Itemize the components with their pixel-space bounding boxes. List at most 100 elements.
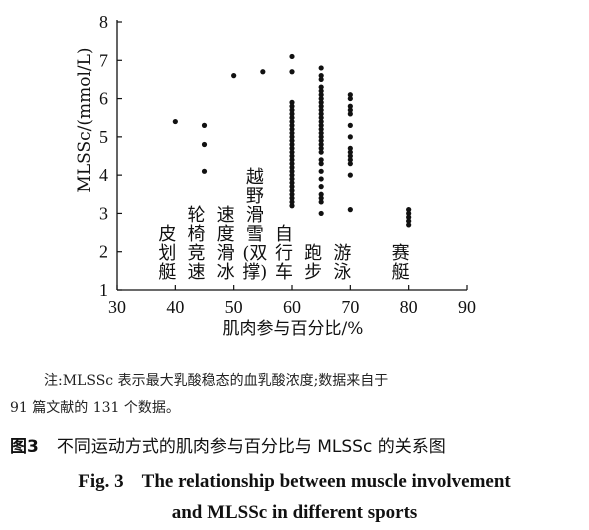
data-point — [347, 161, 353, 167]
caption-text-cn: 不同运动方式的肌肉参与百分比与 MLSSc 的关系图 — [56, 437, 446, 457]
data-point — [318, 99, 324, 105]
data-point — [318, 95, 324, 102]
data-point — [289, 199, 295, 205]
data-point — [318, 103, 324, 109]
caption-en-line-2: and MLSSc in different sports — [171, 502, 418, 523]
data-point — [172, 118, 178, 125]
data-point — [289, 164, 295, 171]
data-point — [318, 118, 324, 125]
data-point — [406, 214, 412, 220]
data-point — [318, 141, 324, 148]
data-point — [318, 76, 324, 83]
caption-en-line-1: Fig. 3 The relationship between muscle in… — [0, 466, 589, 497]
data-point — [347, 145, 353, 151]
x-tick-label: 60 — [283, 297, 301, 317]
data-point — [318, 130, 324, 136]
data-point — [231, 73, 237, 79]
data-point — [318, 210, 324, 217]
data-point — [289, 107, 295, 113]
figure-caption-en: Fig. 3 The relationship between muscle in… — [0, 466, 589, 528]
data-point — [318, 84, 324, 90]
y-tick-label: 3 — [99, 203, 108, 223]
sport-label-6: 游泳 — [333, 243, 351, 283]
data-point — [347, 207, 353, 213]
data-point — [289, 134, 295, 140]
x-tick-label: 80 — [400, 297, 418, 317]
data-point — [318, 122, 324, 128]
data-point — [318, 111, 324, 117]
data-point — [289, 187, 295, 194]
data-point — [318, 161, 324, 167]
data-point — [289, 115, 295, 121]
figure-caption-cn: 图3 不同运动方式的肌肉参与百分比与 MLSSc 的关系图 — [10, 432, 585, 457]
data-point — [289, 172, 295, 178]
data-point — [289, 157, 295, 163]
data-point — [289, 191, 295, 197]
data-point — [318, 73, 324, 79]
note-line-1: 注:MLSSc 表示最大乳酸稳态的血乳酸浓度;数据来自于 — [44, 373, 389, 389]
data-point — [347, 122, 353, 128]
data-point — [289, 149, 295, 155]
figure-number-cn: 图3 — [10, 437, 39, 457]
x-tick-label: 90 — [458, 297, 476, 317]
x-tick-label: 70 — [341, 297, 359, 317]
data-point — [289, 126, 295, 132]
y-tick-label: 8 — [99, 12, 108, 32]
data-point — [289, 195, 295, 201]
data-point — [289, 122, 295, 128]
sport-label-1: 轮椅竞速 — [188, 205, 206, 283]
data-point — [347, 157, 353, 163]
data-point — [318, 149, 324, 155]
data-point — [289, 168, 295, 174]
data-point — [289, 138, 295, 144]
data-point — [318, 92, 324, 98]
data-point — [347, 92, 353, 98]
y-tick-label: 7 — [99, 50, 108, 70]
data-point — [318, 176, 324, 182]
caption-en-text-1: The relationship between muscle involvem… — [141, 471, 511, 492]
data-point — [347, 95, 353, 102]
sport-label-3: 越野滑雪(双撑) — [242, 167, 267, 283]
note-line-2: 91 篇文献的 131 个数据。 — [10, 400, 180, 416]
data-point — [260, 69, 266, 75]
sport-label-4: 自行车 — [275, 224, 293, 283]
data-point — [201, 141, 208, 148]
sport-label-0: 皮划艇 — [158, 224, 176, 283]
data-point — [347, 134, 353, 140]
data-point — [318, 145, 324, 151]
data-points — [172, 53, 412, 228]
data-point — [318, 157, 324, 163]
data-point — [289, 203, 295, 209]
data-point — [347, 149, 353, 155]
y-axis-title: MLSSc/(mmol/L) — [75, 47, 95, 192]
data-point — [318, 134, 324, 140]
data-point — [289, 53, 295, 60]
data-point — [318, 184, 324, 190]
data-point — [347, 107, 353, 113]
data-point — [289, 141, 295, 148]
data-point — [289, 130, 295, 136]
sport-label-5: 跑步 — [304, 243, 322, 283]
data-point — [406, 207, 412, 213]
data-point — [318, 138, 324, 144]
data-point — [289, 153, 295, 159]
data-point — [347, 153, 353, 159]
x-tick-label: 50 — [225, 297, 243, 317]
data-point — [289, 161, 295, 167]
y-tick-label: 6 — [99, 89, 108, 109]
data-point — [289, 180, 295, 186]
data-point — [318, 88, 324, 94]
data-point — [406, 222, 412, 228]
data-point — [318, 199, 324, 205]
data-point — [318, 107, 324, 113]
data-point — [289, 69, 295, 75]
data-point — [318, 168, 324, 174]
figure-number-en: Fig. 3 — [78, 471, 124, 492]
x-axis-title: 肌肉参与百分比/% — [223, 319, 364, 339]
data-point — [201, 168, 208, 174]
data-point — [289, 111, 295, 117]
y-tick-label: 2 — [99, 242, 108, 262]
data-point — [289, 103, 295, 109]
data-point — [347, 103, 353, 109]
